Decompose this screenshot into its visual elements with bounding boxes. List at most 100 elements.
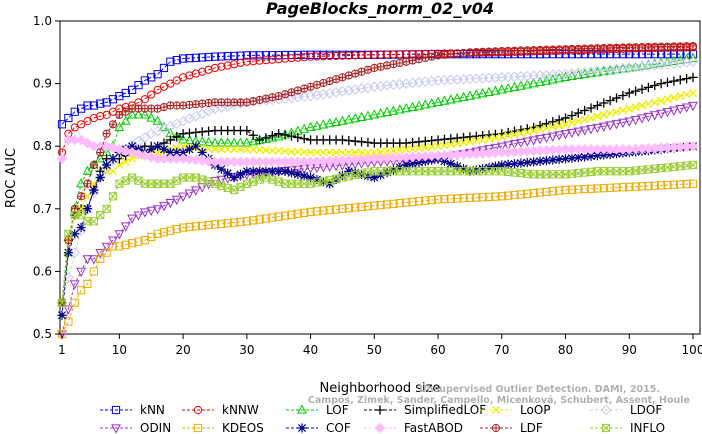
point-knnw-51: [376, 50, 385, 59]
point-odin-17: [159, 202, 169, 212]
legend-label-inflo: INFLO: [630, 421, 665, 434]
point-knn-27: [223, 52, 232, 61]
point-kdeos-59: [427, 195, 436, 205]
point-fastabod-22: [190, 154, 202, 166]
point-knn-23: [198, 53, 207, 62]
point-kdeos-18: [166, 226, 175, 235]
point-lof-4: [76, 178, 87, 188]
point-ldof-14: [139, 132, 151, 143]
point-kdeos-96: [663, 180, 672, 190]
point-kdeos-29: [236, 217, 245, 227]
point-knnw-32: [255, 56, 264, 65]
point-simplifiedlof-90: [624, 88, 634, 98]
point-lof-68: [484, 86, 494, 96]
series-odin: [57, 101, 698, 340]
point-lof-79: [554, 72, 565, 83]
point-odin-9: [108, 236, 118, 246]
point-kdeos-89: [618, 183, 627, 192]
x-axis-ticks: 1 10 20 30 40 50 60 70 80 90 100: [58, 334, 702, 357]
point-knnw-37: [287, 54, 296, 63]
point-odin-88: [611, 120, 622, 130]
point-kdeos-37: [287, 210, 296, 219]
point-loop-71: [504, 131, 513, 140]
point-ldof-20: [177, 115, 189, 127]
point-cof-31: [248, 166, 258, 176]
point-cof-81: [567, 153, 577, 163]
point-knnw-35: [274, 55, 283, 64]
point-lof-54: [394, 104, 405, 114]
legend-label-ldof: LDOF: [630, 403, 662, 417]
point-odin-22: [190, 186, 201, 196]
point-lof-44: [331, 116, 342, 127]
point-cof-2: [63, 248, 73, 258]
point-loop-92: [637, 101, 647, 110]
point-cof-44: [331, 174, 341, 185]
point-cof-79: [554, 154, 564, 164]
point-lof-13: [133, 109, 144, 119]
point-lof-11: [120, 115, 131, 125]
point-cof-66: [471, 165, 481, 175]
point-cof-30: [242, 166, 252, 176]
point-odin-4: [76, 267, 87, 278]
point-odin-23: [197, 183, 208, 193]
point-kdeos-22: [191, 222, 200, 231]
point-lof-45: [337, 115, 348, 125]
point-simplifiedlof-96: [662, 77, 673, 87]
point-ldf-6: [89, 160, 98, 170]
point-loop-52: [383, 147, 392, 156]
point-simplifiedlof-85: [592, 100, 602, 111]
point-loop-84: [586, 113, 596, 123]
point-cof-26: [216, 164, 226, 174]
point-fastabod-24: [203, 155, 214, 167]
point-loop-56: [408, 144, 417, 153]
point-knn-19: [172, 56, 181, 65]
point-knnw-17: [159, 82, 169, 91]
point-lof-40: [305, 121, 316, 132]
point-cof-52: [382, 167, 392, 178]
legend-marker-cof: [297, 423, 307, 433]
point-knnw-44: [331, 51, 341, 61]
point-cof-39: [299, 171, 309, 181]
point-lof-100: [688, 52, 698, 63]
point-kdeos-76: [535, 188, 545, 197]
point-kdeos-55: [402, 198, 411, 207]
point-simplifiedlof-94: [650, 80, 660, 91]
point-ldf-9: [108, 120, 118, 129]
point-odin-6: [88, 255, 99, 265]
point-knnw-25: [210, 63, 220, 73]
point-lof-42: [318, 119, 329, 129]
legend-item-inflo: INFLO: [590, 421, 665, 434]
point-cof-84: [586, 151, 596, 161]
point-knnw-30: [242, 57, 251, 66]
series-line-lof: [61, 58, 694, 303]
point-knn-26: [217, 52, 226, 61]
point-lof-70: [496, 84, 507, 94]
point-kdeos-60: [433, 195, 443, 204]
point-ldof-100: [687, 56, 699, 67]
point-simplifiedlof-82: [573, 108, 583, 118]
point-loop-68: [484, 134, 494, 143]
point-kdeos-32: [255, 215, 264, 224]
point-loop-82: [574, 117, 583, 126]
legend-label-loop: LoOP: [520, 403, 551, 417]
point-fastabod-21: [184, 154, 195, 165]
point-kdeos-54: [395, 199, 404, 208]
legend-marker-knn: [111, 405, 121, 415]
point-kdeos-86: [599, 184, 608, 193]
point-kdeos-91: [631, 182, 640, 191]
x-axis-label: Neighborhood size: [320, 381, 441, 396]
point-kdeos-25: [210, 220, 220, 229]
point-loop-76: [535, 125, 545, 134]
y-tick-label: 0.6: [33, 264, 52, 278]
point-kdeos-31: [249, 216, 258, 225]
point-lof-55: [401, 102, 412, 113]
point-lof-41: [312, 120, 322, 130]
point-ldf-53: [389, 60, 398, 69]
point-loop-49: [363, 148, 372, 157]
legend-label-odin: ODIN: [140, 421, 171, 434]
point-cof-34: [267, 166, 277, 176]
point-odin-90: [624, 117, 635, 127]
point-ldf-52: [382, 61, 392, 70]
point-fastabod-20: [177, 153, 189, 165]
